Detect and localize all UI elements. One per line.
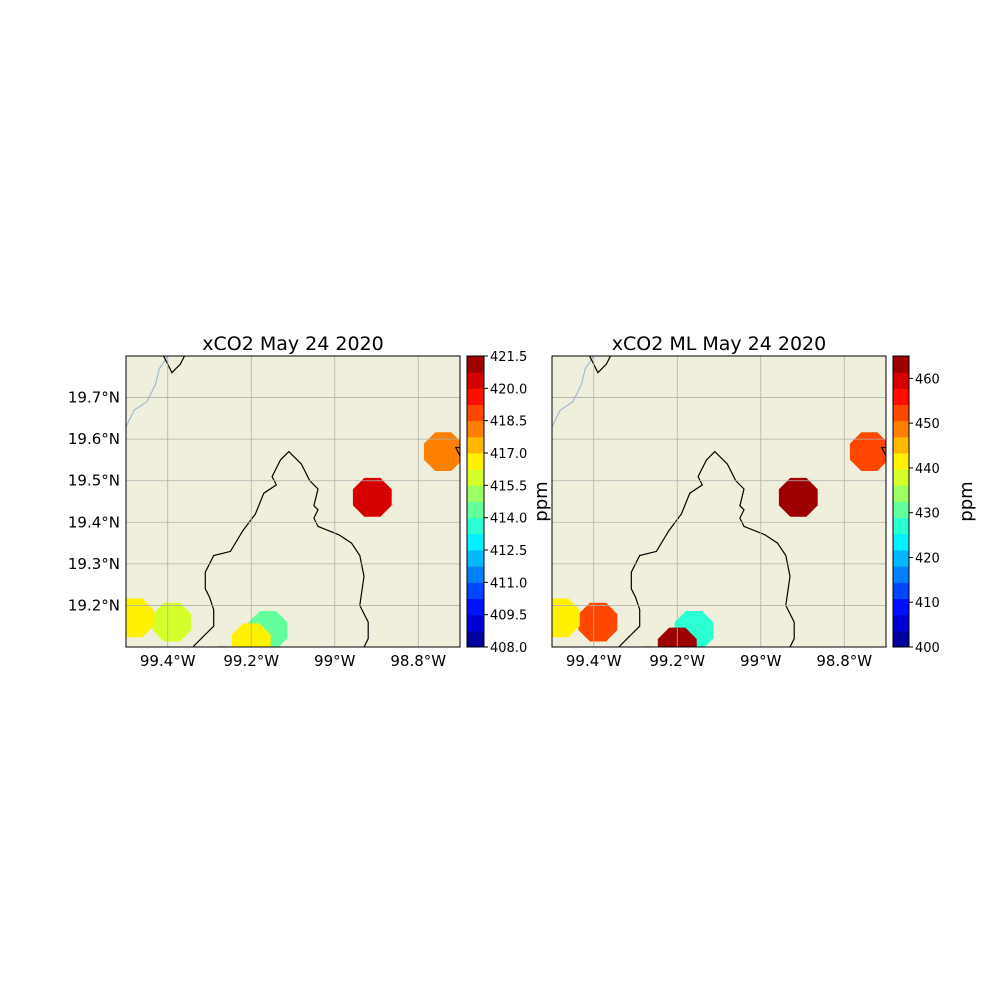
colorbar-label: ppm <box>956 481 977 521</box>
colorbar-tick-label: 421.5 <box>490 350 527 365</box>
colorbar-segment <box>467 550 484 567</box>
coastline-2 <box>618 450 795 647</box>
colorbar-segment <box>467 420 484 438</box>
x-tick-label: 98.8°W <box>390 652 446 670</box>
colorbar-segment <box>467 598 484 616</box>
y-tick-label: 19.4°N <box>68 513 120 531</box>
colorbar: 400 410 420 430 440 450 460 ppm <box>892 355 977 656</box>
colorbar-segment <box>467 485 484 502</box>
panel-title: xCO2 May 24 2020 <box>202 333 383 355</box>
colorbar-segment <box>893 517 909 535</box>
colorbar-segment <box>467 372 484 389</box>
colorbar-tick-label: 408.0 <box>490 641 527 656</box>
y-tick-label: 19.6°N <box>68 430 120 448</box>
panel-title: xCO2 ML May 24 2020 <box>612 333 827 355</box>
sounding-footprint-4 <box>152 602 192 642</box>
colorbar-segment <box>467 469 484 486</box>
colorbar-tick-label: 418.5 <box>490 415 527 430</box>
colorbar-segment <box>893 404 909 422</box>
sounding-footprint-1 <box>352 477 392 517</box>
y-tick-label: 19.3°N <box>68 555 120 573</box>
map-content <box>552 356 886 647</box>
coastline-3 <box>454 446 460 457</box>
x-tick-label: 99°W <box>740 652 782 670</box>
colorbar-segment <box>893 630 909 648</box>
colorbar-segment <box>467 566 484 583</box>
colorbar-segment <box>893 388 909 405</box>
map-content <box>126 356 460 647</box>
river-line <box>126 356 169 427</box>
colorbar-tick-label: 440 <box>915 462 940 477</box>
colorbar-tick-label: 411.0 <box>490 576 527 591</box>
colorbar-tick-label: 412.5 <box>490 544 527 559</box>
colorbar: 408.0 409.5 411.0 412.5 414.0 415.5 417.0 418.5… <box>466 350 552 656</box>
colorbar-label: ppm <box>531 481 552 521</box>
colorbar-tick-label: 415.5 <box>490 479 527 494</box>
coastline-3 <box>880 446 886 457</box>
colorbar-frame <box>466 355 485 648</box>
colorbar-segment <box>893 356 909 373</box>
river-line <box>552 356 595 427</box>
colorbar-segment <box>467 614 484 632</box>
sounding-footprint-1 <box>778 477 818 517</box>
colorbar-tick-label: 400 <box>915 641 940 656</box>
colorbar-segment <box>893 614 909 632</box>
colorbar-segment <box>893 469 909 486</box>
x-tick-label: 99.2°W <box>649 652 705 670</box>
colorbar-segment <box>467 404 484 422</box>
x-tick-label: 98.8°W <box>816 652 872 670</box>
colorbar-tick-label: 417.0 <box>490 447 527 462</box>
colorbar-segment <box>467 533 484 551</box>
land-background <box>126 356 460 647</box>
map-frame <box>551 355 887 648</box>
y-tick-label: 19.5°N <box>68 472 120 490</box>
map-frame <box>125 355 461 648</box>
colorbar-segment <box>893 566 909 583</box>
colorbar-tick-label: 410 <box>915 596 940 611</box>
colorbar-segment <box>893 420 909 438</box>
x-tick-label: 99.4°W <box>566 652 622 670</box>
colorbar-segment <box>893 550 909 567</box>
y-tick-label: 19.2°N <box>68 596 120 614</box>
sounding-footprint-2 <box>849 432 886 471</box>
sounding-footprint-5 <box>126 598 154 638</box>
y-tick-label: 19.7°N <box>68 389 120 407</box>
colorbar-segment <box>467 356 484 373</box>
colorbar-segment <box>893 453 909 470</box>
colorbar-segment <box>467 453 484 470</box>
colorbar-tick-label: 450 <box>915 417 940 432</box>
colorbar-segment <box>893 582 909 599</box>
x-tick-label: 99.4°W <box>140 652 196 670</box>
colorbar-tick-label: 420.0 <box>490 382 527 397</box>
sounding-footprint-2 <box>423 432 460 471</box>
map-panel-2: xCO2 ML May 24 2020 99.4°W 99.2°W 99°W 98.8°… <box>551 333 977 670</box>
x-tick-label: 99°W <box>314 652 356 670</box>
colorbar-segment <box>893 372 909 389</box>
map-panel-1: xCO2 May 24 2020 99.4°W 99.2°W 99°W 98.8°W 19… <box>68 333 552 670</box>
colorbar-segment <box>467 388 484 405</box>
colorbar-tick-label: 409.5 <box>490 609 527 624</box>
colorbar-tick-label: 460 <box>915 372 940 387</box>
colorbar-segment <box>467 436 484 454</box>
colorbar-tick-label: 430 <box>915 507 940 522</box>
colorbar-segment <box>893 436 909 454</box>
colorbar-segment <box>467 630 484 648</box>
land-background <box>552 356 886 647</box>
colorbar-segment <box>893 533 909 551</box>
colorbar-tick-label: 414.0 <box>490 512 527 527</box>
colorbar-segment <box>893 485 909 502</box>
sounding-footprint-4 <box>578 602 618 642</box>
colorbar-frame <box>892 355 910 648</box>
colorbar-segment <box>893 501 909 519</box>
colorbar-segment <box>467 582 484 599</box>
colorbar-segment <box>467 501 484 519</box>
coastline-2 <box>192 450 369 647</box>
colorbar-segment <box>467 517 484 535</box>
sounding-footprint-5 <box>552 598 580 638</box>
colorbar-segment <box>893 598 909 616</box>
colorbar-tick-label: 420 <box>915 551 940 566</box>
x-tick-label: 99.2°W <box>223 652 279 670</box>
